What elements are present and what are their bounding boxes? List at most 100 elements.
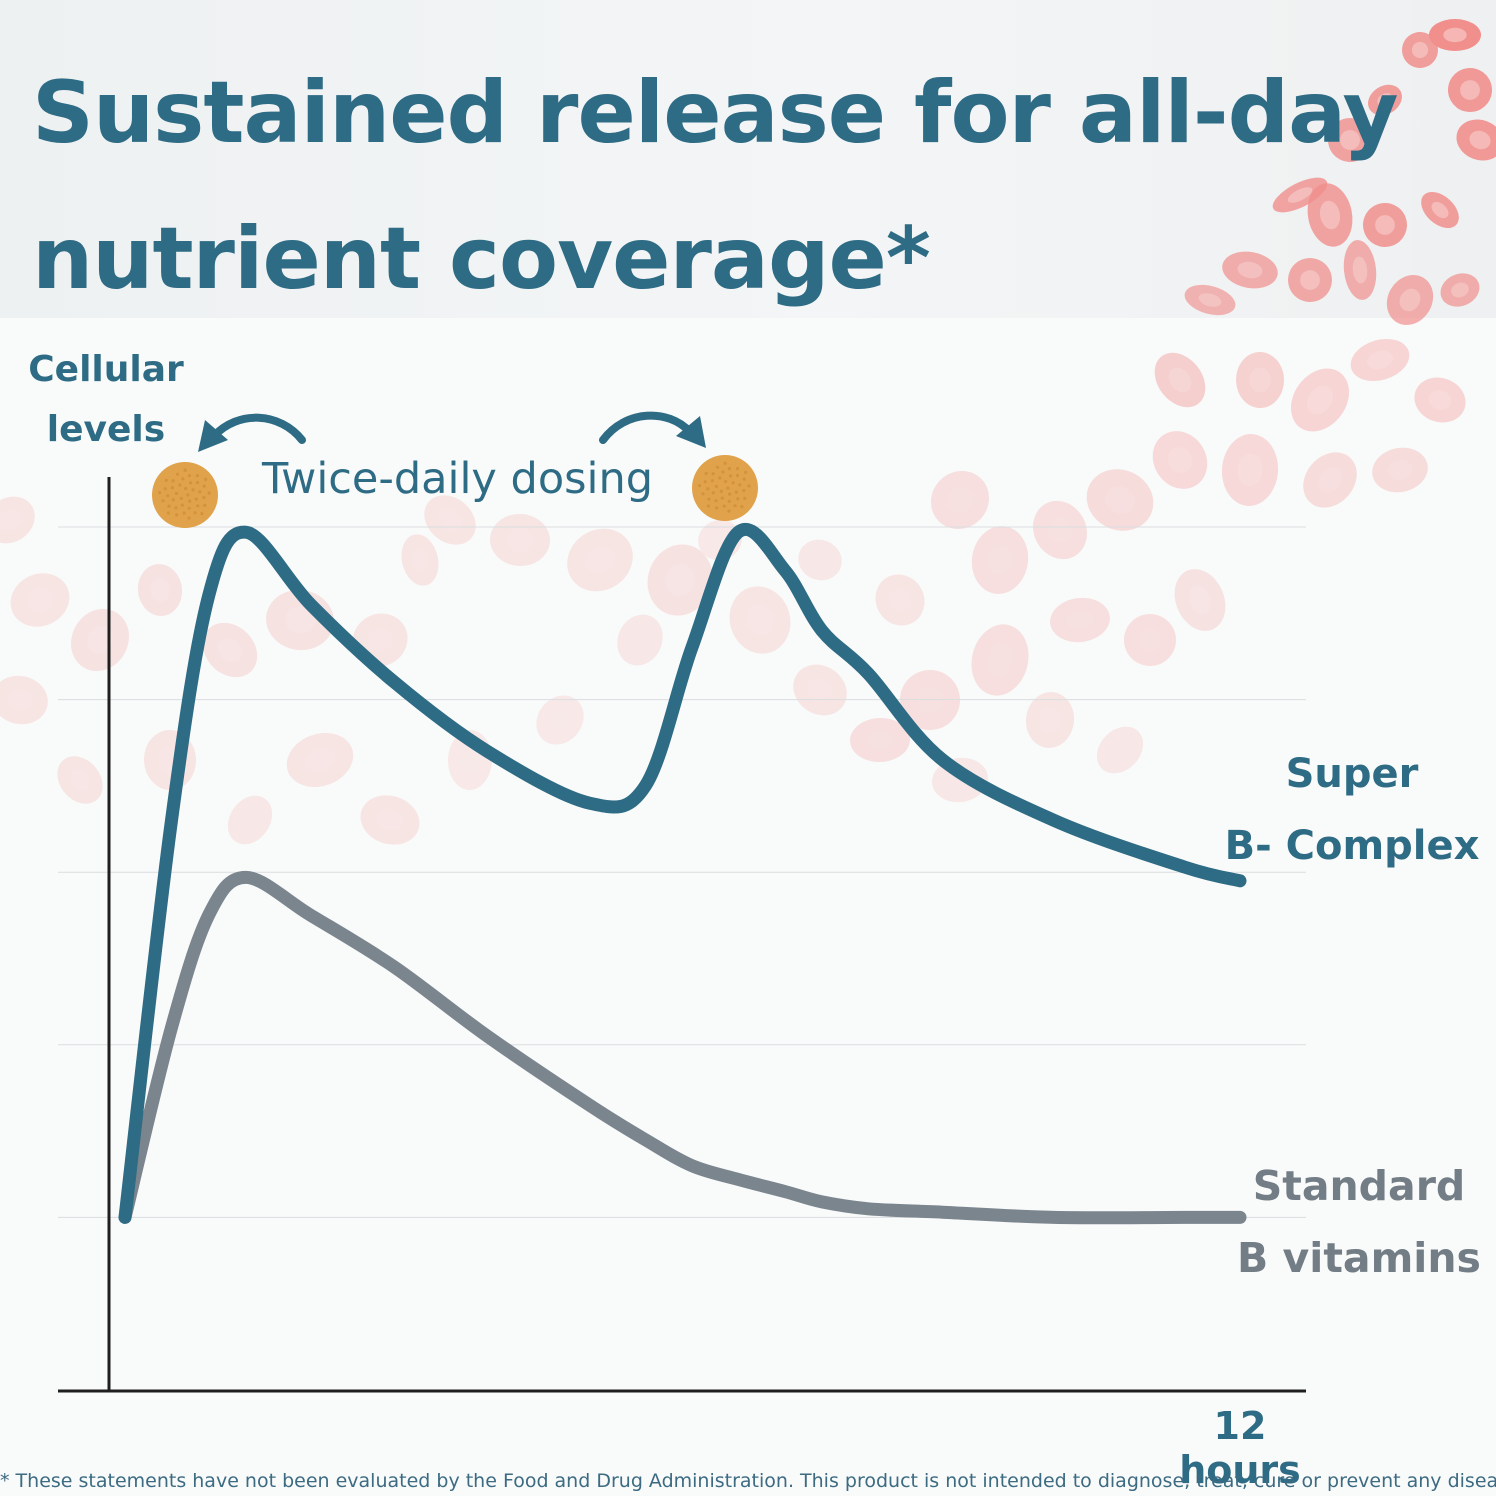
blood-cell [536,695,584,745]
tablet-speckle [175,513,179,517]
blood-cell-highlight [665,563,695,597]
tablet-speckle [204,477,208,481]
blood-cell-highlight [1460,80,1480,100]
blood-cell [1174,569,1226,631]
arrow-left-icon [210,413,306,444]
series-label-standard-line-1: Standard [1252,1162,1466,1210]
blood-cell-highlight [284,606,316,634]
blood-cell [10,573,70,627]
tablet-speckle [715,506,719,510]
blood-cell [1124,614,1176,666]
tablet-speckle [742,488,746,493]
blood-cell-highlight [367,628,393,652]
tablet-speckle [187,506,191,510]
y-axis-label: Cellular levels [22,340,190,460]
blood-cell-highlight [807,678,833,702]
blood-cell-highlight [1138,628,1162,652]
tablet-speckle [747,484,751,488]
tablet-speckle [731,481,735,485]
x-axis-label: 12 hours [1179,1404,1301,1492]
blood-cell-highlight [1306,385,1334,415]
tablet-speckle [198,490,202,494]
blood-cell [1350,338,1410,382]
blood-cell-highlight [987,544,1013,576]
tablet-speckle [714,484,719,489]
blood-cell-highlight [0,509,22,531]
axes [58,477,1306,1393]
blood-cell [1086,469,1154,531]
blood-cell [1221,434,1279,506]
blood-cell-highlight [1377,93,1393,107]
blood-cell-highlight [1039,707,1061,733]
tablet-icon-second-dose [692,455,758,521]
blood-cell [729,586,791,654]
tablet-speckle [706,504,711,508]
y-axis-label-line-1: Cellular [28,349,184,390]
blood-cell-highlight [888,588,912,612]
tablet-speckle [188,499,192,503]
blood-cell [57,756,103,804]
blood-cell-highlight [1300,270,1320,290]
blood-cell [617,614,663,666]
blood-cell [971,526,1029,594]
tablet-speckle [163,487,167,491]
blood-cell [1288,258,1332,302]
tablet-speckle [735,467,740,471]
tablet-speckle [711,491,715,495]
tablet-speckle [733,504,737,508]
dosing-annotation [152,411,758,528]
blood-cell [1235,352,1285,408]
tablet-speckle [181,477,185,481]
tablet-speckle [174,491,178,496]
tablet-speckle [722,504,726,508]
tablet-speckle [186,493,190,497]
blood-cell [71,608,129,672]
blood-cell [971,624,1029,696]
blood-cell [360,795,420,845]
blood-cell-highlight [7,689,33,711]
blood-cell-highlight [1375,215,1395,235]
blood-cell-highlight [240,809,260,831]
blood-cell-highlight [1237,453,1263,487]
tablet-speckle [202,484,206,488]
blood-cell [0,675,48,725]
tablet-speckle [174,506,178,510]
blood-cell [227,795,273,845]
fda-disclaimer: * These statements have not been evaluat… [0,1470,1496,1492]
blood-cell [567,528,633,592]
tablet-speckle [189,481,193,485]
tablet-speckle [744,470,748,474]
tablet-speckle [703,480,707,484]
tablet-speckle [728,492,732,496]
blood-cell-highlight [1469,130,1491,150]
blood-cell-highlight [987,643,1013,677]
blood-cell-highlight [1431,201,1449,219]
series-lines [118,523,1247,1225]
blood-cell [286,733,354,787]
blood-cell-highlight [1167,447,1193,473]
blood-cell-highlight [305,747,335,773]
tablet-speckle [200,511,204,516]
blood-cell [798,539,842,581]
tablet-body [152,462,218,528]
series-label-standard-b-vitamins: Standard B vitamins [1228,1150,1490,1294]
series-label-standard-line-2: B vitamins [1237,1234,1481,1282]
tablet-speckle [170,486,174,490]
tablet-speckle [164,478,168,482]
blood-cell [401,534,439,586]
blood-cell [1421,191,1459,229]
blood-cell [647,544,713,616]
tablet-speckle [187,474,191,478]
blood-cell-highlight [1317,467,1343,493]
tablet-speckle [698,484,702,488]
blood-cell [1290,368,1350,432]
blood-cell-highlight [746,604,774,636]
blood-cell-highlight [506,528,534,552]
blood-cell-highlight [1237,261,1263,279]
tablet-speckle [171,498,175,502]
tablet-speckle [158,491,162,495]
blood-cell-highlight [549,708,571,732]
tablet-speckle [180,503,184,507]
blood-cell-highlight [460,746,480,774]
